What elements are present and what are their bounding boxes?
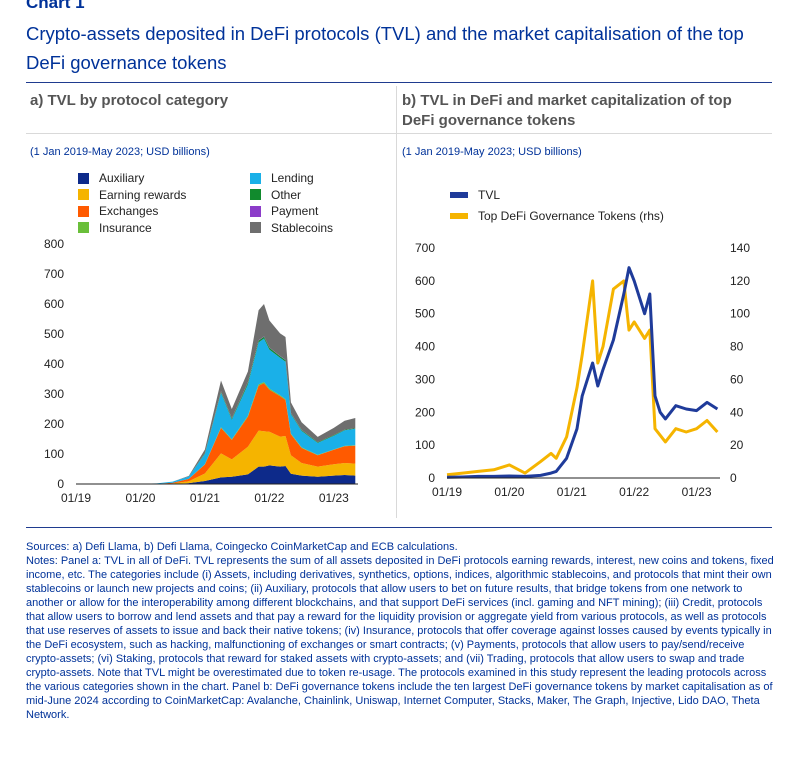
legend-swatch	[250, 222, 261, 233]
legend-label: Lending	[271, 171, 314, 185]
panel-a-chart: 0 100 200 300 400 500 600 700 800 01/19 01/20 01/21…	[44, 237, 358, 505]
x-tick-label: 01/19	[61, 491, 91, 505]
y-tick-label: 500	[44, 327, 64, 341]
y-tick-label: 0	[57, 477, 64, 491]
y-tick-label-left: 400	[415, 340, 435, 354]
legend-swatch	[250, 172, 261, 184]
legend-item-lending: Lending	[250, 171, 314, 185]
legend-label: Stablecoins	[271, 220, 334, 235]
legend-item-other: Other	[250, 188, 301, 202]
legend-item-stablecoins: Stablecoins	[250, 221, 333, 235]
x-tick-label: 01/19	[432, 485, 462, 499]
y-tick-label-left: 100	[415, 438, 435, 452]
legend-item-auxiliary: Auxiliary	[78, 171, 144, 185]
area-earning-rewards	[76, 430, 356, 484]
legend-label: TVL	[478, 188, 501, 202]
legend-label: Other	[271, 187, 302, 202]
y-tick-label-right: 20	[730, 438, 744, 452]
legend-item-insurance: Insurance	[78, 221, 152, 235]
y-tick-label-right: 120	[730, 274, 750, 288]
bottom-rule	[26, 527, 772, 528]
legend-swatch	[250, 205, 261, 217]
y-tick-label-right: 60	[730, 372, 744, 386]
y-tick-label-right: 0	[730, 471, 737, 485]
line-tvl	[446, 266, 719, 479]
x-tick-label: 01/20	[494, 485, 524, 499]
legend-label: Top DeFi Governance Tokens (rhs)	[478, 209, 664, 223]
y-tick-label: 200	[44, 417, 64, 431]
legend-label: Payment	[271, 204, 319, 218]
area-auxiliary	[76, 465, 356, 484]
y-tick-label-left: 0	[428, 471, 435, 485]
legend-item-payment: Payment	[250, 204, 318, 218]
legend-swatch	[78, 205, 89, 217]
y-tick-label-right: 140	[730, 241, 750, 255]
legend-swatch	[78, 189, 89, 200]
legend-item-gov-tokens: Top DeFi Governance Tokens (rhs)	[450, 209, 664, 223]
panel-divider	[396, 86, 397, 518]
panel-a-title: a) TVL by protocol category	[30, 92, 229, 109]
legend-item-tvl: TVL	[450, 188, 500, 202]
panel-a-subtitle: (1 Jan 2019-May 2023; USD billions)	[30, 146, 210, 158]
x-tick-label: 01/21	[557, 485, 587, 499]
legend-swatch	[450, 192, 468, 198]
x-tick-label: 01/22	[254, 491, 284, 505]
y-tick-label: 100	[44, 447, 64, 461]
x-tick-label: 01/22	[619, 485, 649, 499]
panel-title-rule	[26, 133, 772, 134]
sources-text: Sources: a) Defi Llama, b) Defi Llama, C…	[26, 541, 458, 553]
legend-swatch	[78, 172, 89, 184]
panel-b-title: b) TVL in DeFi and market capitalization…	[402, 92, 732, 129]
chart-title: Crypto-assets deposited in DeFi protocol…	[26, 23, 744, 73]
y-tick-label-left: 700	[415, 241, 435, 255]
x-tick-label: 01/21	[190, 491, 220, 505]
area-stablecoins	[76, 304, 356, 484]
x-tick-label: 01/23	[682, 485, 712, 499]
y-tick-label: 800	[44, 237, 64, 251]
legend-swatch	[250, 189, 261, 200]
legend-item-exchanges: Exchanges	[78, 204, 158, 218]
legend-label: Earning rewards	[99, 187, 187, 202]
y-tick-label: 600	[44, 297, 64, 311]
line-gov-tokens	[446, 279, 719, 477]
area-exchanges	[76, 383, 356, 484]
y-tick-label-left: 300	[415, 372, 435, 386]
panel-b-chart: 0 100 200 300 400 500 600 700 0 20 40 60 80 100 120 140…	[415, 241, 750, 499]
y-tick-label: 300	[44, 387, 64, 401]
top-rule	[26, 82, 772, 83]
legend-label: Insurance	[99, 220, 152, 235]
legend-swatch	[78, 222, 89, 233]
x-tick-label: 01/20	[125, 491, 155, 505]
x-tick-label: 01/23	[319, 491, 349, 505]
legend-item-earning-rewards: Earning rewards	[78, 188, 186, 202]
y-tick-label-right: 40	[730, 405, 744, 419]
y-tick-label-right: 80	[730, 340, 744, 354]
y-tick-label-left: 600	[415, 274, 435, 288]
y-tick-label-right: 100	[730, 307, 750, 321]
area-lending	[76, 338, 356, 484]
notes-text: Notes: Panel a: TVL in all of DeFi. TVL …	[26, 555, 774, 721]
panel-b-subtitle: (1 Jan 2019-May 2023; USD billions)	[402, 146, 582, 158]
footnotes: Sources: a) Defi Llama, b) Defi Llama, C…	[26, 540, 776, 722]
legend-swatch	[450, 213, 468, 219]
y-tick-label-left: 500	[415, 307, 435, 321]
y-tick-label: 700	[44, 267, 64, 281]
legend-label: Exchanges	[99, 204, 159, 218]
y-tick-label-left: 200	[415, 405, 435, 419]
chart-number: Chart 1	[26, 0, 85, 12]
y-tick-label: 400	[44, 357, 64, 371]
legend-label: Auxiliary	[99, 171, 145, 185]
